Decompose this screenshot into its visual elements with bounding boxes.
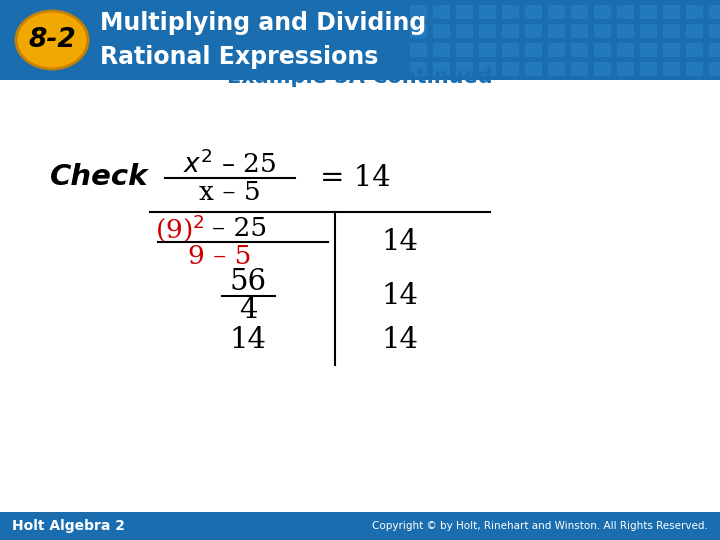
- Bar: [594, 62, 611, 76]
- Bar: [410, 62, 427, 76]
- Bar: [502, 24, 519, 38]
- Bar: [617, 5, 634, 19]
- Text: 14: 14: [382, 282, 418, 310]
- Bar: [410, 24, 427, 38]
- Bar: [663, 24, 680, 38]
- Bar: [617, 62, 634, 76]
- Bar: [433, 62, 450, 76]
- Bar: [571, 5, 588, 19]
- Bar: [502, 43, 519, 57]
- Bar: [640, 43, 657, 57]
- Bar: [410, 5, 427, 19]
- Text: = 14: = 14: [320, 164, 391, 192]
- Text: 14: 14: [230, 326, 266, 354]
- Bar: [686, 5, 703, 19]
- Bar: [525, 62, 542, 76]
- Bar: [709, 62, 720, 76]
- Bar: [433, 24, 450, 38]
- Text: – 25: – 25: [212, 215, 267, 240]
- Bar: [548, 24, 565, 38]
- Bar: [571, 43, 588, 57]
- Text: 56: 56: [230, 268, 266, 296]
- Text: 14: 14: [382, 326, 418, 354]
- Bar: [663, 5, 680, 19]
- Bar: [410, 43, 427, 57]
- Bar: [686, 24, 703, 38]
- Text: Holt Algebra 2: Holt Algebra 2: [12, 519, 125, 533]
- Bar: [571, 24, 588, 38]
- Text: Rational Expressions: Rational Expressions: [100, 45, 379, 69]
- Bar: [617, 24, 634, 38]
- Text: Copyright © by Holt, Rinehart and Winston. All Rights Reserved.: Copyright © by Holt, Rinehart and Winsto…: [372, 521, 708, 531]
- Bar: [548, 5, 565, 19]
- Bar: [525, 43, 542, 57]
- Text: Check: Check: [50, 163, 148, 191]
- Bar: [709, 5, 720, 19]
- Bar: [479, 62, 496, 76]
- Bar: [0, 0, 720, 80]
- Bar: [709, 24, 720, 38]
- Bar: [686, 43, 703, 57]
- Text: 14: 14: [382, 228, 418, 256]
- Bar: [479, 24, 496, 38]
- Bar: [594, 5, 611, 19]
- Bar: [525, 5, 542, 19]
- Text: Multiplying and Dividing: Multiplying and Dividing: [100, 11, 426, 35]
- Text: 8-2: 8-2: [28, 27, 76, 53]
- Bar: [640, 62, 657, 76]
- Bar: [456, 5, 473, 19]
- Text: 4: 4: [239, 296, 257, 324]
- Text: Example 5A Continued: Example 5A Continued: [228, 67, 492, 87]
- Text: $x^2$ – 25: $x^2$ – 25: [184, 150, 276, 178]
- Bar: [502, 62, 519, 76]
- Bar: [456, 43, 473, 57]
- Bar: [433, 5, 450, 19]
- Bar: [0, 512, 720, 540]
- Bar: [479, 43, 496, 57]
- Bar: [663, 43, 680, 57]
- Bar: [525, 24, 542, 38]
- Bar: [686, 62, 703, 76]
- Bar: [640, 24, 657, 38]
- Bar: [617, 43, 634, 57]
- Bar: [548, 43, 565, 57]
- Bar: [479, 5, 496, 19]
- Bar: [594, 43, 611, 57]
- Bar: [502, 5, 519, 19]
- Bar: [640, 5, 657, 19]
- Text: x – 5: x – 5: [199, 179, 261, 205]
- Bar: [594, 24, 611, 38]
- Bar: [548, 62, 565, 76]
- Bar: [709, 43, 720, 57]
- Text: (9)$^2$: (9)$^2$: [156, 212, 205, 244]
- Bar: [456, 62, 473, 76]
- Ellipse shape: [16, 11, 88, 69]
- Bar: [456, 24, 473, 38]
- Bar: [433, 43, 450, 57]
- Bar: [571, 62, 588, 76]
- Text: 9 – 5: 9 – 5: [189, 244, 252, 268]
- Bar: [663, 62, 680, 76]
